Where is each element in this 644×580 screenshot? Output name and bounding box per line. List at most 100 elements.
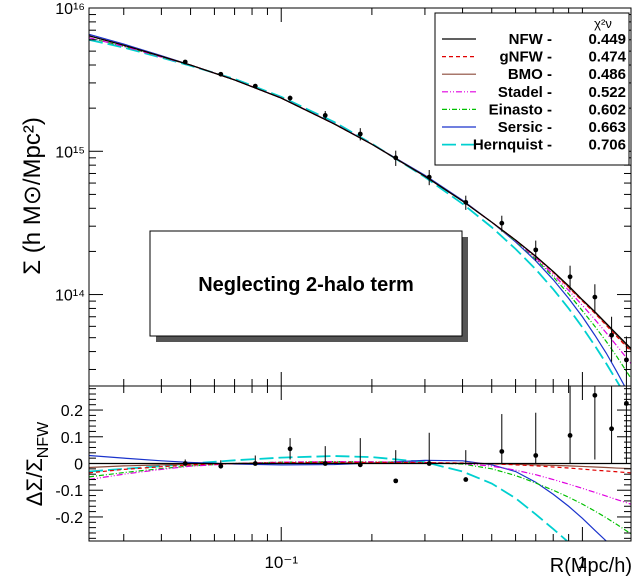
upper-point-3	[252, 83, 258, 89]
upper-data-points	[182, 59, 629, 386]
lower-y-tick-label: -0.2	[55, 510, 83, 527]
upper-marker	[499, 220, 505, 226]
legend-entry: Stadel - 0.522	[442, 84, 626, 101]
upper-point-4	[287, 95, 293, 101]
lower-y-tick-label: -0.1	[55, 483, 83, 500]
upper-point-2	[218, 71, 224, 77]
upper-point-1	[182, 59, 188, 65]
upper-point-15	[624, 336, 629, 386]
upper-y-tick-label: 10¹⁶	[55, 1, 85, 18]
residual-marker	[463, 477, 469, 482]
upper-marker	[182, 59, 188, 65]
upper-marker	[252, 83, 258, 89]
residual-marker	[287, 446, 293, 452]
legend-label: Sersic -	[498, 119, 552, 136]
upper-curve-nfw	[89, 35, 631, 349]
upper-marker	[357, 131, 363, 137]
residual-point-6	[357, 438, 363, 468]
residual-point-10	[499, 414, 505, 464]
lower-y-tick-label: 0	[74, 457, 83, 474]
upper-marker	[218, 71, 224, 77]
legend-entry: Einasto - 0.602	[442, 101, 626, 118]
legend-chi2-value: 0.449	[588, 31, 626, 48]
upper-point-10	[499, 215, 505, 232]
upper-marker	[393, 155, 399, 161]
residual-point-1	[182, 459, 188, 466]
upper-marker	[322, 112, 328, 118]
legend-chi2-value: 0.602	[588, 101, 626, 118]
residual-curve-hernquist	[89, 455, 569, 541]
upper-y-tick-label: 10¹⁵	[55, 144, 85, 161]
legend-entry: Hernquist - 0.706	[442, 137, 626, 154]
residual-marker	[567, 433, 573, 438]
legend-entry: NFW - 0.449	[442, 31, 626, 48]
residual-curve-stadel	[89, 461, 631, 505]
legend-chi2-value: 0.474	[588, 49, 626, 66]
lower-y-axis-label: ΔΣ/ΣNFW	[22, 421, 52, 506]
residual-point-13	[592, 386, 598, 460]
upper-point-13	[592, 284, 598, 314]
lower-data-points	[182, 386, 629, 484]
legend-label: NFW -	[509, 31, 552, 48]
upper-point-11	[533, 240, 539, 261]
residual-point-8	[426, 432, 432, 466]
residual-marker	[357, 462, 363, 468]
residual-marker	[218, 463, 224, 469]
residual-marker	[499, 449, 505, 454]
residual-curve-einasto	[89, 461, 631, 535]
upper-point-8	[426, 170, 432, 186]
residual-marker	[322, 461, 328, 466]
residual-marker	[533, 453, 539, 458]
lower-y-axis-label-subscript: NFW	[35, 421, 52, 458]
residual-marker	[182, 461, 188, 466]
lower-y-tick-label: 0.2	[61, 403, 83, 420]
legend-entry: gNFW - 0.474	[442, 49, 627, 66]
legend-label: Hernquist -	[473, 137, 552, 154]
upper-marker	[533, 247, 539, 253]
upper-point-6	[357, 128, 363, 141]
upper-marker	[592, 294, 598, 300]
residual-curve-sersic	[89, 454, 608, 541]
upper-marker	[609, 332, 614, 338]
residual-point-9	[463, 450, 469, 482]
axis-tick-labels: 10¹⁴ 10¹⁵ 10¹⁶ -0.2 -0.1 0 0.1 0.2 10⁻¹ 1	[55, 1, 587, 572]
residual-marker	[426, 461, 432, 466]
upper-marker	[463, 199, 469, 205]
legend-entry: BMO - 0.486	[442, 66, 626, 83]
residual-point-14	[609, 386, 614, 464]
legend-chi2-value: 0.706	[588, 137, 626, 154]
legend-chi2-value: 0.663	[588, 119, 626, 136]
residual-marker	[592, 392, 598, 398]
upper-point-12	[567, 265, 573, 291]
legend-chi2-value: 0.486	[588, 66, 626, 83]
upper-y-tick-label: 10¹⁴	[55, 288, 85, 305]
svg-text:Σ (h M⊙/Mpc²): Σ (h M⊙/Mpc²)	[19, 117, 46, 275]
legend-label: Stadel -	[498, 84, 552, 101]
residual-point-3	[252, 455, 258, 466]
legend-entry: Sersic - 0.663	[442, 119, 626, 136]
x-tick-label: 1	[578, 553, 587, 572]
residual-point-5	[322, 446, 328, 466]
residual-point-2	[218, 460, 224, 469]
residual-point-11	[533, 412, 539, 464]
upper-y-axis-label: Σ (h M⊙/Mpc²)	[19, 117, 46, 275]
residual-marker	[609, 426, 614, 432]
svg-text:ΔΣ/ΣNFW: ΔΣ/ΣNFW	[22, 421, 52, 506]
residual-marker	[252, 461, 258, 466]
upper-point-5	[322, 111, 328, 121]
legend-label: BMO -	[508, 66, 552, 83]
annotation-text: Neglecting 2-halo term	[198, 274, 414, 296]
x-tick-label: 10⁻¹	[264, 553, 298, 572]
lower-y-axis-label-main: ΔΣ/Σ	[22, 458, 47, 506]
upper-marker	[624, 357, 629, 363]
legend-label: gNFW -	[500, 49, 552, 66]
upper-marker	[426, 174, 432, 180]
upper-marker	[567, 274, 573, 280]
upper-point-9	[463, 195, 469, 210]
legend-chi2-value: 0.522	[588, 84, 626, 101]
residual-point-4	[287, 438, 293, 460]
upper-point-14	[609, 316, 614, 362]
legend-header: χ²ν	[594, 16, 612, 31]
legend-label: Einasto -	[489, 101, 552, 118]
